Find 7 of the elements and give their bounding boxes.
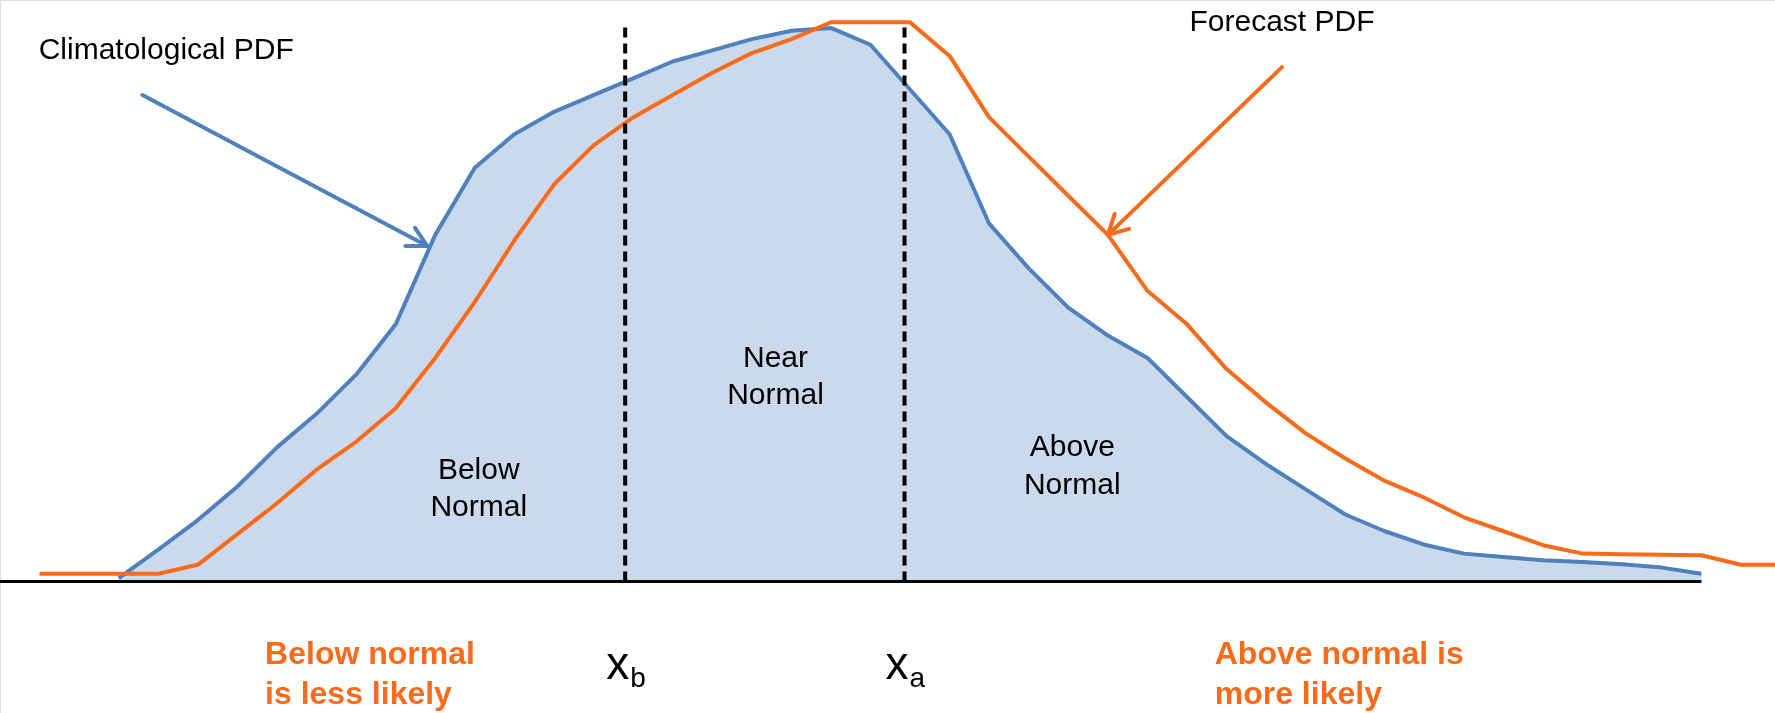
annotation: Climatological PDF (38, 32, 294, 66)
annotation: Forecast PDF (1189, 4, 1375, 38)
text: Below normal is less likely (265, 635, 475, 712)
annotation: Below Normal (430, 451, 528, 523)
text: Above normal is more likely (1214, 635, 1464, 712)
annotation: Near Normal (727, 339, 824, 411)
annotation: Above Normal (1023, 429, 1121, 500)
